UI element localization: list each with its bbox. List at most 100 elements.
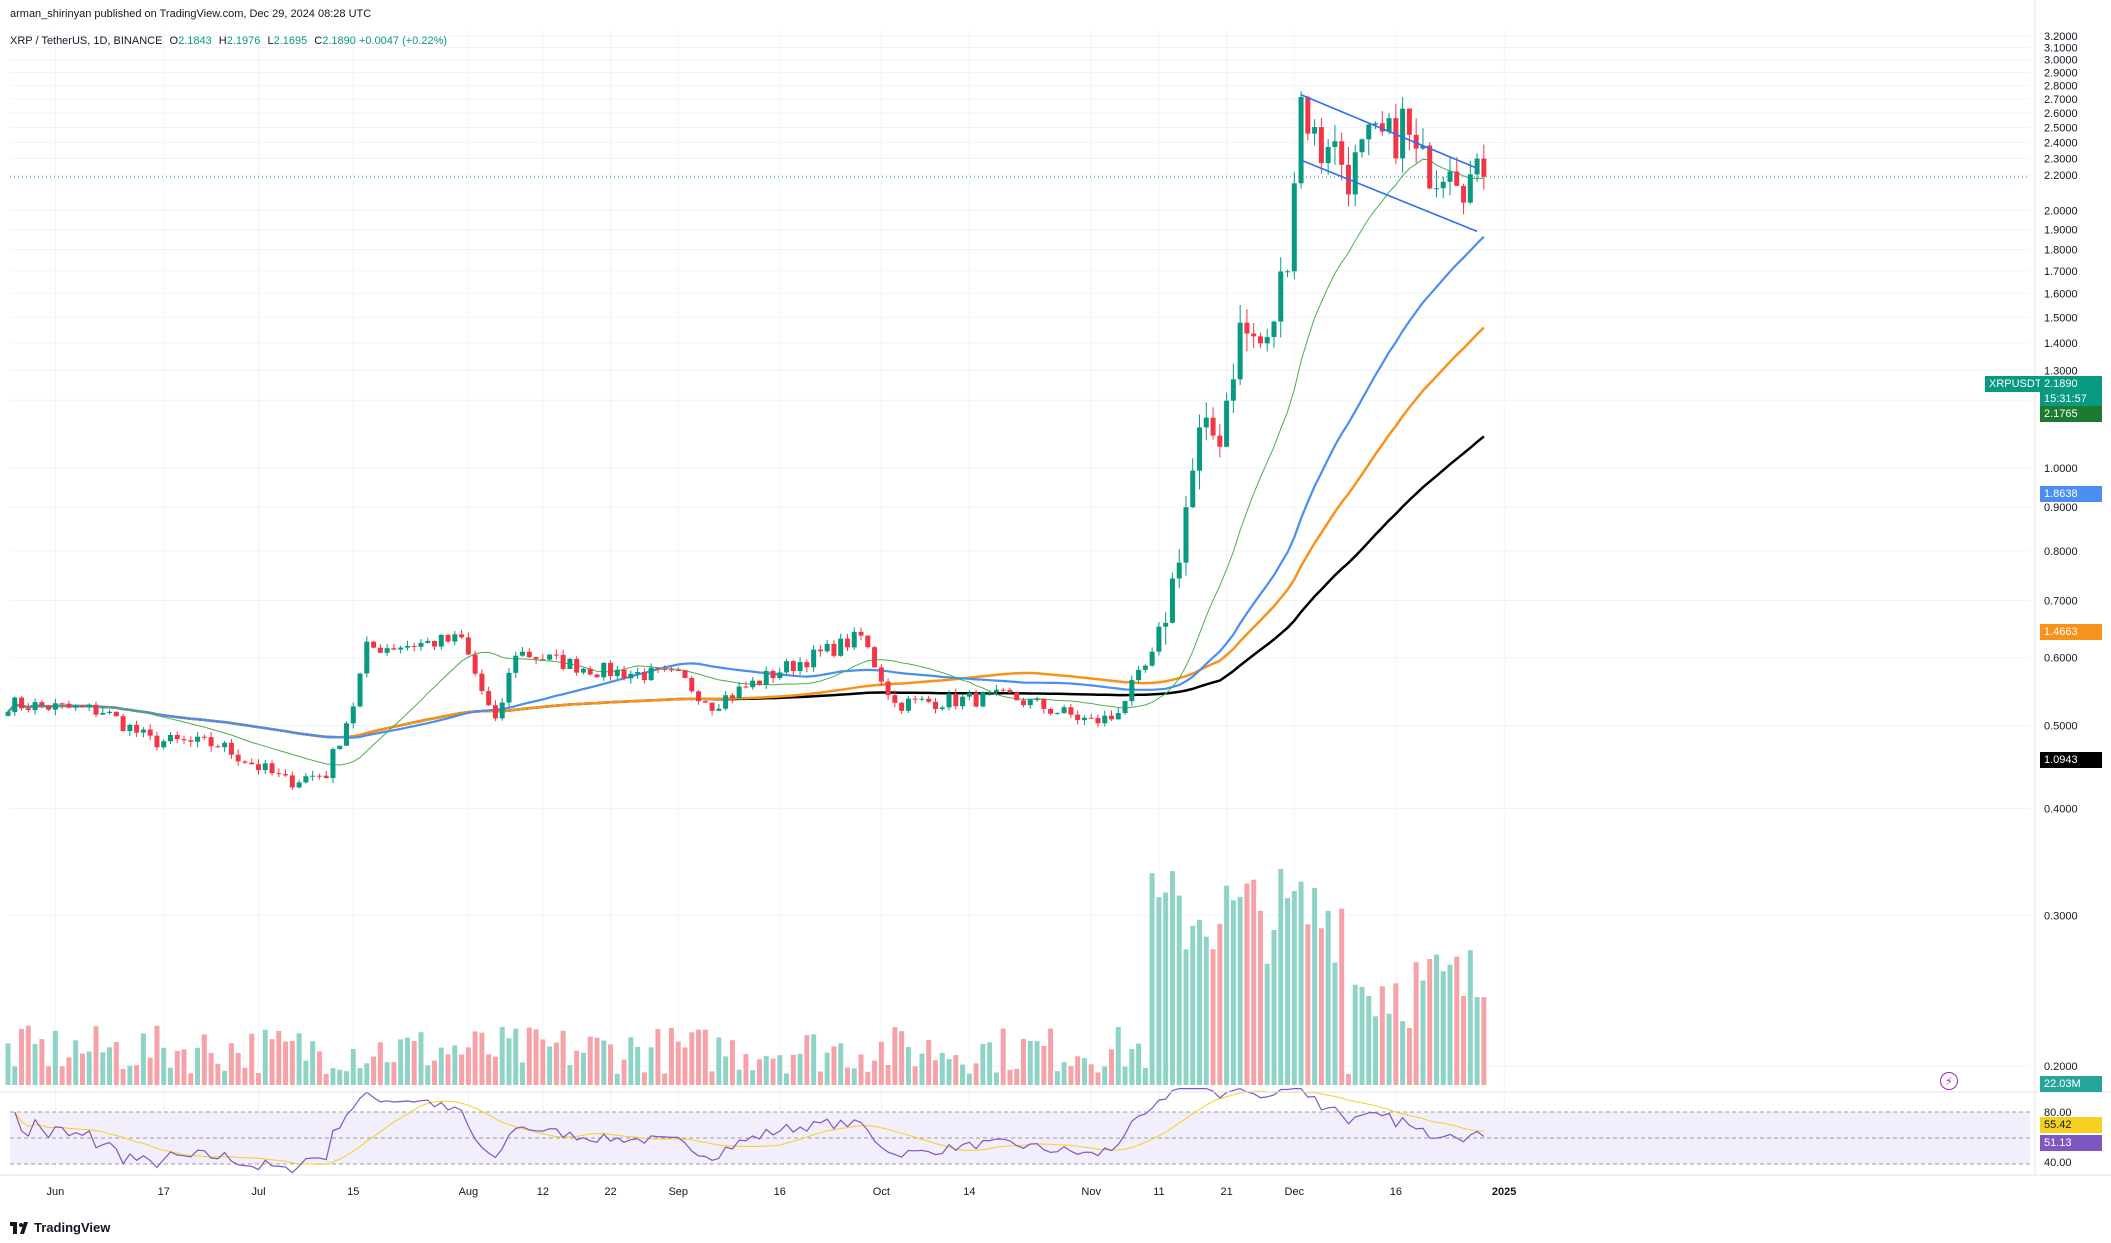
volume-bar [790, 1054, 796, 1085]
candle-body [587, 668, 593, 675]
price-axis-label: 0.2000 [2044, 1061, 2078, 1073]
volume-bar [1406, 1027, 1412, 1085]
candle-body [208, 737, 214, 747]
candle-body [1129, 680, 1135, 702]
candle-body [817, 649, 823, 652]
volume-bar [1014, 1068, 1020, 1085]
volume-bar [1474, 997, 1480, 1085]
candle-body [269, 763, 275, 774]
volume-bar [1048, 1028, 1054, 1085]
volume-bar [628, 1037, 634, 1085]
candle-body [912, 698, 918, 700]
volume-bar [242, 1067, 248, 1085]
candle-body [811, 649, 817, 668]
volume-bar [608, 1044, 614, 1085]
candle-body [993, 689, 999, 693]
candle-body [1075, 714, 1081, 721]
candle-body [743, 686, 749, 688]
volume-bar [526, 1027, 532, 1085]
volume-bar [59, 1066, 65, 1085]
volume-bar [1352, 984, 1358, 1085]
volume-bar [127, 1065, 133, 1085]
volume-bar [533, 1029, 539, 1085]
volume-bar [838, 1043, 844, 1085]
volume-bar [1467, 950, 1473, 1085]
low-label: L [267, 35, 274, 47]
volume-bar [1081, 1058, 1087, 1085]
volume-bar [120, 1069, 126, 1085]
candle-body [1474, 158, 1480, 175]
candle-body [1264, 336, 1270, 344]
price-axis-label: 0.5000 [2044, 720, 2078, 732]
candle-body [1041, 698, 1047, 709]
candle-body [289, 775, 295, 788]
candle-body [574, 658, 580, 673]
volume-bar [1400, 1021, 1406, 1085]
volume-bar [980, 1043, 986, 1085]
price-axis-label: 2.7000 [2044, 94, 2078, 106]
candle-body [540, 659, 546, 661]
candle-body [621, 669, 627, 679]
volume-bar [316, 1051, 322, 1085]
volume-bar [1298, 881, 1304, 1085]
candle-body [1095, 717, 1101, 724]
candle-body [222, 742, 228, 748]
candle-body [391, 648, 397, 650]
volume-bar [344, 1071, 349, 1085]
volume-bar [52, 1030, 58, 1085]
candle-body [1481, 158, 1487, 177]
candle-body [1386, 118, 1392, 132]
candle-body [120, 716, 126, 732]
candle-body [946, 693, 952, 708]
volume-bar [1386, 1013, 1392, 1085]
candle-body [594, 674, 600, 678]
candle-body [662, 668, 668, 670]
volume-bar [743, 1054, 749, 1085]
channel-lower-line [1300, 159, 1478, 233]
volume-bar [276, 1030, 282, 1085]
candle-body [655, 667, 661, 669]
candle-body [465, 637, 471, 655]
candle-body [1109, 715, 1115, 720]
time-axis-label: 16 [774, 1186, 786, 1198]
volume-bar [296, 1033, 302, 1085]
volume-bar [723, 1056, 729, 1085]
candle-body [337, 745, 343, 750]
candle-body [425, 640, 431, 643]
volume-bar [5, 1043, 11, 1085]
volume-bar [201, 1034, 207, 1085]
candle-body [580, 668, 586, 673]
candle-body [459, 634, 465, 638]
candle-body [1305, 97, 1311, 134]
candle-body [905, 698, 911, 711]
ma-blue-line [7, 235, 1485, 739]
candle-body [953, 693, 959, 707]
candle-body [1359, 139, 1365, 153]
volume-bar [1454, 956, 1460, 1085]
price-axis-label: 0.4000 [2044, 803, 2078, 815]
candle-body [865, 635, 871, 648]
candle-body [932, 701, 938, 710]
volume-bar [865, 1071, 871, 1085]
volume-bar [1318, 928, 1324, 1085]
price-axis-label: 1.6000 [2044, 288, 2078, 300]
volume-bar [418, 1032, 424, 1085]
volume-bar [154, 1025, 160, 1085]
time-axis-label: 21 [1220, 1186, 1232, 1198]
candle-body [364, 641, 370, 674]
volume-bar [580, 1052, 586, 1085]
time-axis-label: 2025 [1492, 1186, 1516, 1198]
candle-body [167, 734, 173, 742]
rsi-line [14, 1087, 1485, 1174]
candle-body [851, 631, 857, 648]
volume-bar [1021, 1038, 1026, 1085]
ma-black-label: 1.0943 [2040, 752, 2102, 768]
lightning-icon[interactable]: ⚡ [1940, 1072, 1958, 1090]
volume-bar [878, 1041, 884, 1085]
candle-body [398, 647, 404, 650]
candle-body [1467, 174, 1473, 203]
time-axis-label: 15 [347, 1186, 359, 1198]
candle-body [1068, 707, 1074, 715]
volume-bar [1427, 958, 1433, 1085]
